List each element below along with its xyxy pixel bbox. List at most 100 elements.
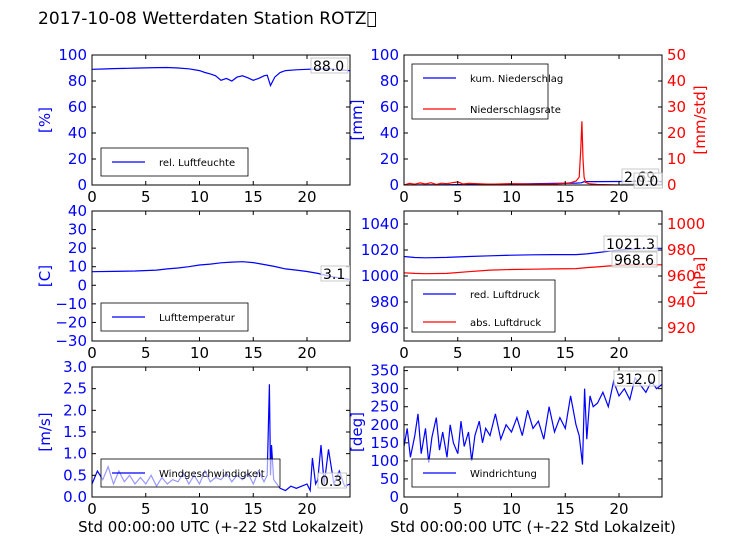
y2-axis-label: [mm/std] <box>691 85 709 154</box>
value-annotation: 0.0 <box>636 174 658 190</box>
y-tick-label: 20 <box>68 150 87 168</box>
y2-tick-label: 0 <box>667 176 677 194</box>
x-tick-label: 20 <box>297 188 316 206</box>
x-tick-label: 15 <box>244 344 263 362</box>
plot-frame <box>403 366 663 498</box>
legend-label: Windrichtung <box>470 469 537 480</box>
y-tick-label: 0 <box>389 488 399 506</box>
y-tick-label: 1.0 <box>63 445 87 463</box>
legend-box <box>411 63 549 120</box>
plot-frame <box>91 210 351 342</box>
y2-tick-label: 50 <box>667 46 686 64</box>
y-tick-label: 150 <box>370 434 399 452</box>
legend-label: Windgeschwindigkeit <box>159 469 265 480</box>
y2-axis-label: [hPa] <box>691 257 709 296</box>
value-annotation: 968.6 <box>614 253 654 269</box>
x-tick-label: 10 <box>190 344 209 362</box>
y-tick-label: 2.0 <box>63 401 87 419</box>
annotation-box <box>320 265 351 282</box>
legend-label: Niederschlagsrate <box>470 105 561 116</box>
y-tick-label: 300 <box>370 380 399 398</box>
y-tick-label: 3.0 <box>63 358 87 376</box>
x-axis-label: Std 00:00:00 UTC (+-22 Std Lokalzeit) <box>390 518 676 536</box>
y-tick-label: 0.5 <box>63 466 87 484</box>
y-tick-label: 960 <box>370 319 399 337</box>
x-tick-label: 0 <box>399 188 409 206</box>
y2-tick-label: 40 <box>667 72 686 90</box>
x-tick-label: 10 <box>502 188 521 206</box>
annotation-box <box>611 251 658 268</box>
x-tick-label: 5 <box>453 500 463 518</box>
legend-label: Lufttemperatur <box>159 313 236 324</box>
y-axis-label: [%] <box>36 107 54 133</box>
x-tick-label: 5 <box>141 500 151 518</box>
x-tick-label: 10 <box>502 500 521 518</box>
y-tick-label: 100 <box>370 452 399 470</box>
annotation-box <box>613 370 660 387</box>
panel-humidity: 0 5 10 15 20 0 20 40 60 80 100 [%] rel. Luftfeuchte 8… <box>36 46 351 206</box>
y-axis-label: [C] <box>36 265 54 287</box>
x-tick-label: 5 <box>453 344 463 362</box>
y-tick-label: 200 <box>370 416 399 434</box>
y-tick-label: 350 <box>370 362 399 380</box>
y2-tick-label: 980 <box>667 241 696 259</box>
y-tick-label: 80 <box>380 72 399 90</box>
y-tick-label: 0.0 <box>63 488 87 506</box>
y-tick-label: 1000 <box>361 267 399 285</box>
panel-wind_speed: 0 5 10 15 20 0.0 0.5 1.0 1.5 2.0 2.5 3.0 [m/s] Std 00… <box>36 358 364 536</box>
y2-tick-label: 30 <box>667 98 686 116</box>
series-line-temperature-0 <box>92 261 350 281</box>
x-tick-label: 0 <box>399 500 409 518</box>
x-tick-label: 10 <box>502 344 521 362</box>
x-tick-label: 20 <box>297 500 316 518</box>
x-tick-label: 10 <box>190 188 209 206</box>
y-tick-label: 20 <box>68 239 87 257</box>
legend-label: kum. Niederschlag <box>470 74 563 85</box>
y-tick-label: 80 <box>68 72 87 90</box>
x-tick-label: 0 <box>87 188 97 206</box>
y-tick-label: 0 <box>389 176 399 194</box>
legend-label: rel. Luftfeuchte <box>159 158 235 169</box>
y-tick-label: 60 <box>68 98 87 116</box>
legend-box <box>411 279 556 333</box>
x-tick-label: 5 <box>453 188 463 206</box>
y-tick-label: 1020 <box>361 241 399 259</box>
y-tick-label: 0 <box>77 276 87 294</box>
legend-label: abs. Luftdruck <box>470 318 541 329</box>
y-tick-label: −30 <box>55 332 87 350</box>
x-tick-label: 20 <box>297 344 316 362</box>
plot-frame <box>91 54 351 186</box>
x-tick-label: 0 <box>87 500 97 518</box>
annotation-box <box>310 57 349 74</box>
y-axis-label: [m/s] <box>36 412 54 451</box>
y-tick-label: 0 <box>77 176 87 194</box>
series-line-wind_direction-0 <box>404 376 662 465</box>
y-tick-label: 10 <box>68 258 87 276</box>
y-axis-label: [mm] <box>348 100 366 141</box>
y-axis-label: [deg] <box>348 412 366 452</box>
x-tick-label: 0 <box>87 344 97 362</box>
x-tick-label: 10 <box>190 500 209 518</box>
y-tick-label: 2.5 <box>63 380 87 398</box>
x-tick-label: 15 <box>556 344 575 362</box>
x-tick-label: 15 <box>556 188 575 206</box>
annotation-box <box>317 472 348 489</box>
y-tick-label: 40 <box>380 124 399 142</box>
value-annotation: 88.0 <box>313 59 344 75</box>
legend-label: red. Luftdruck <box>470 290 540 301</box>
y2-tick-label: 10 <box>667 150 686 168</box>
y-tick-label: 60 <box>380 98 399 116</box>
panel-temperature: 0 5 10 15 20−30−20−10010203040[C]Lufttempera… <box>36 202 351 362</box>
x-tick-label: 15 <box>556 500 575 518</box>
x-tick-label: 0 <box>399 344 409 362</box>
x-axis-label: Std 00:00:00 UTC (+-22 Std Lokalzeit) <box>78 518 364 536</box>
y-tick-label: 50 <box>380 470 399 488</box>
x-tick-label: 20 <box>609 500 628 518</box>
panel-pressure: 0 5 10 15 20 960 980 1000 1020 1040 920 940 960 980 10… <box>361 210 709 362</box>
value-annotation: 3.1 <box>323 267 345 283</box>
value-annotation: 0.3 <box>320 474 342 490</box>
plot-frame <box>403 54 663 186</box>
x-tick-label: 20 <box>609 344 628 362</box>
